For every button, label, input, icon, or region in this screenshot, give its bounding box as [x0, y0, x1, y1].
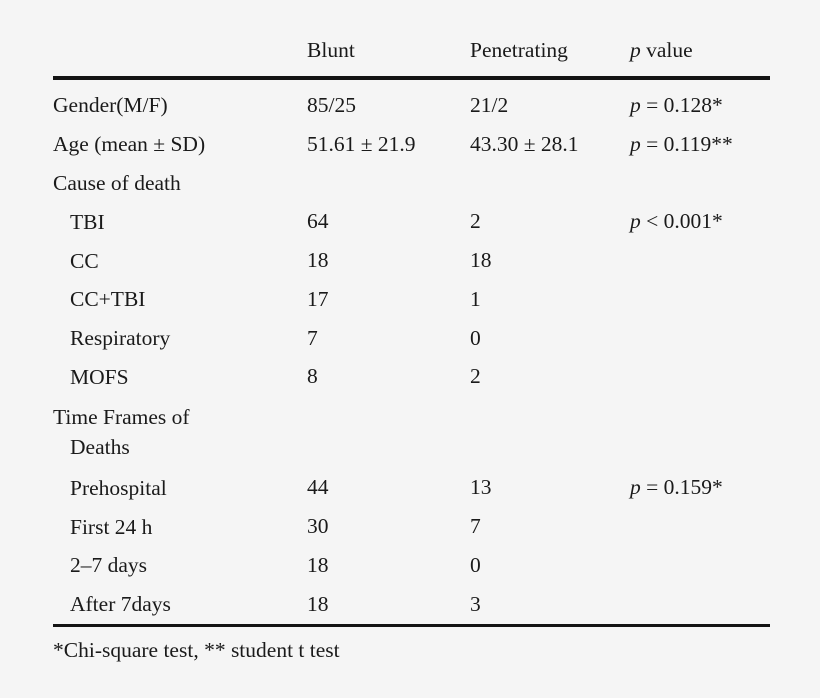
row-label: CC+TBI [70, 287, 146, 312]
table-footnote: *Chi-square test, ** student t test [53, 637, 340, 662]
p-value: p = 0.159* [630, 475, 770, 500]
p-value: p < 0.001* [630, 209, 770, 234]
row-label: Prehospital [70, 475, 167, 500]
table-row: Gender(M/F) 85/25 21/2 p = 0.128* [53, 86, 770, 125]
blunt-value: 18 [307, 552, 329, 577]
p-value-header-symbol: p [630, 38, 641, 62]
p-symbol: p [630, 131, 641, 156]
col-header-empty [53, 38, 307, 63]
table-row: CC 18 18 [53, 241, 770, 280]
penetrating-value: 0 [470, 552, 481, 577]
blunt-value: 30 [307, 514, 329, 539]
blunt-value: 17 [307, 286, 329, 311]
row-label-cell: 2–7 days [53, 550, 307, 580]
row-label: Respiratory [70, 326, 171, 351]
table-row: After 7days 18 3 [53, 585, 770, 624]
row-label-cell: Age (mean ± SD) [53, 129, 307, 159]
blunt-value: 18 [307, 248, 329, 273]
row-label-cell: MOFS [53, 362, 307, 392]
row-label-cell: CC [53, 246, 307, 276]
blunt-value: 64 [307, 209, 329, 234]
table-row: Prehospital 44 13 p = 0.159* [53, 468, 770, 507]
table-row: Time Frames of Deaths [53, 396, 770, 468]
table-row: Cause of death [53, 164, 770, 203]
comparison-table: Blunt Penetrating p value Gender(M/F) 85… [53, 0, 770, 663]
blunt-value: 8 [307, 364, 318, 389]
row-label-cell: TBI [53, 207, 307, 237]
penetrating-value: 2 [470, 364, 481, 389]
row-label-cell: Prehospital [53, 473, 307, 503]
row-label: CC [70, 248, 99, 273]
col-header-p-value: p value [630, 38, 770, 63]
penetrating-value: 2 [470, 209, 481, 234]
penetrating-value: 18 [470, 248, 492, 273]
penetrating-value: 43.30 ± 28.1 [470, 131, 579, 156]
p-symbol: p [630, 92, 641, 117]
row-label-cell: CC+TBI [53, 284, 307, 314]
penetrating-value: 21/2 [470, 92, 509, 117]
table-row: First 24 h 30 7 [53, 507, 770, 546]
p-value-header-label: value [640, 38, 693, 62]
row-label-line2: Deaths [70, 435, 130, 460]
table-row: TBI 64 2 p < 0.001* [53, 202, 770, 241]
blunt-value: 51.61 ± 21.9 [307, 131, 416, 156]
table-row: Respiratory 7 0 [53, 319, 770, 358]
row-label: Time Frames of [53, 405, 190, 430]
p-symbol: p [630, 209, 641, 234]
blunt-value: 18 [307, 591, 329, 616]
penetrating-value: 13 [470, 475, 492, 500]
table-header-row: Blunt Penetrating p value [53, 0, 770, 80]
col-header-penetrating: Penetrating [470, 38, 568, 62]
row-label: Cause of death [53, 170, 181, 195]
blunt-value: 85/25 [307, 92, 356, 117]
table-row: CC+TBI 17 1 [53, 280, 770, 319]
row-label: First 24 h [70, 514, 153, 539]
p-text: = 0.159* [640, 475, 723, 500]
p-symbol: p [630, 475, 641, 500]
blunt-value: 44 [307, 475, 329, 500]
p-text: = 0.119** [640, 131, 733, 156]
row-label: MOFS [70, 364, 129, 389]
row-label: TBI [70, 209, 105, 234]
table-body: Gender(M/F) 85/25 21/2 p = 0.128* Age (m… [53, 80, 770, 627]
penetrating-value: 0 [470, 325, 481, 350]
penetrating-value: 1 [470, 286, 481, 311]
blunt-value: 7 [307, 325, 318, 350]
table-row: MOFS 8 2 [53, 358, 770, 397]
p-text: < 0.001* [640, 209, 723, 234]
p-value: p = 0.119** [630, 132, 770, 157]
p-value: p = 0.128* [630, 93, 770, 118]
row-label: Gender(M/F) [53, 93, 168, 118]
row-label: 2–7 days [70, 553, 148, 578]
row-label: After 7days [70, 592, 171, 617]
row-label-cell: First 24 h [53, 512, 307, 542]
penetrating-value: 3 [470, 591, 481, 616]
table-row: Age (mean ± SD) 51.61 ± 21.9 43.30 ± 28.… [53, 125, 770, 164]
row-label-cell: Cause of death [53, 168, 307, 198]
col-header-blunt: Blunt [307, 38, 355, 62]
row-label-cell: Respiratory [53, 323, 307, 353]
row-label: Age (mean ± SD) [53, 132, 206, 157]
row-label-cell: After 7days [53, 589, 307, 619]
row-label-cell: Gender(M/F) [53, 90, 307, 120]
penetrating-value: 7 [470, 514, 481, 539]
row-label-cell: Time Frames of Deaths [53, 402, 307, 462]
p-text: = 0.128* [640, 92, 723, 117]
table-row: 2–7 days 18 0 [53, 546, 770, 585]
